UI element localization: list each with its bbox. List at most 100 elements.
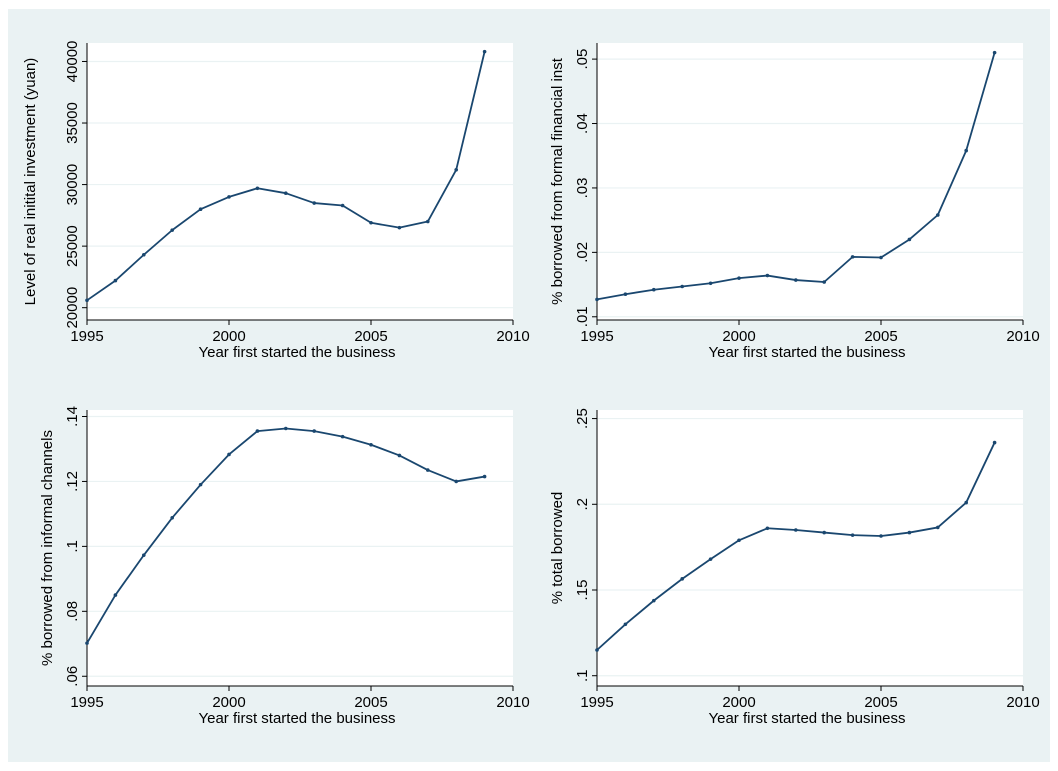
data-point [623, 292, 628, 297]
data-point [708, 281, 713, 286]
y-tick-label: .04 [574, 113, 591, 134]
data-point [652, 287, 656, 292]
data-point [369, 220, 373, 225]
data-point [936, 525, 940, 530]
x-tick-label: 1995 [70, 328, 103, 345]
y-tick-label: .25 [574, 408, 591, 429]
data-point [426, 468, 430, 472]
data-point [907, 530, 912, 535]
y-tick-label: .15 [574, 580, 591, 601]
data-point [454, 168, 459, 172]
data-point [170, 228, 174, 232]
data-point [85, 298, 89, 303]
y-tick-label: .03 [574, 178, 591, 199]
x-tick-label: 1995 [580, 694, 613, 711]
x-tick-label: 2010 [496, 694, 529, 711]
y-tick-label: .12 [64, 471, 81, 492]
data-point [737, 538, 741, 543]
data-point [312, 429, 317, 433]
data-point [936, 213, 940, 217]
data-point [397, 225, 402, 230]
data-point [595, 297, 599, 302]
plot-area [597, 410, 1023, 686]
data-point [284, 191, 288, 195]
x-tick-label: 2000 [722, 328, 755, 345]
x-axis-title: Year first started the business [198, 344, 395, 361]
chart-panel-3: 1995 2000 2005 2010 .06 .08 .1 .12 .14 Year first… [39, 406, 530, 727]
x-axis-title: Year first started the business [708, 710, 905, 727]
y-axis-title: % borrowed from formal financial inst [549, 57, 566, 305]
data-point [85, 641, 89, 645]
data-point [369, 442, 373, 447]
x-axis-title: Year first started the business [708, 344, 905, 361]
data-point [255, 186, 260, 191]
y-tick-label: 30000 [64, 164, 81, 206]
y-tick-label: .02 [574, 242, 591, 263]
y-tick-label: .01 [574, 306, 591, 327]
data-point [879, 534, 883, 538]
data-point [907, 237, 912, 242]
data-point [113, 593, 118, 597]
plot-area [597, 43, 1023, 320]
data-point [142, 252, 146, 257]
y-tick-label: .08 [64, 601, 81, 622]
data-point [964, 500, 968, 505]
data-point [992, 440, 997, 445]
y-axis-title: Level of real initital investment (yuan) [22, 58, 39, 306]
data-point [964, 148, 968, 153]
data-point [312, 201, 317, 205]
y-tick-label: 25000 [64, 225, 81, 267]
data-point [426, 219, 430, 224]
y-tick-label: 40000 [64, 41, 81, 83]
x-axis-title: Year first started the business [198, 710, 395, 727]
figure-background: 1995 2000 2005 2010 20000 25000 30000 35000 4000… [8, 9, 1050, 762]
data-point [992, 50, 997, 55]
x-tick-label: 2000 [722, 694, 755, 711]
data-point [680, 284, 684, 289]
data-point [737, 276, 741, 280]
x-tick-label: 2005 [354, 328, 387, 345]
x-tick-label: 1995 [70, 694, 103, 711]
data-point [822, 530, 826, 535]
data-point [113, 278, 118, 283]
y-tick-label: 35000 [64, 102, 81, 144]
data-point [340, 434, 345, 439]
y-tick-label: .1 [574, 669, 591, 682]
data-point [198, 482, 203, 487]
data-point [255, 429, 260, 433]
plot-area [87, 43, 513, 320]
y-axis-title: % total borrowed [549, 492, 566, 605]
y-tick-label: 20000 [64, 287, 81, 329]
data-point [879, 255, 883, 260]
data-point [708, 557, 713, 561]
x-tick-label: 2005 [864, 694, 897, 711]
x-tick-label: 2000 [212, 694, 245, 711]
data-point [652, 598, 656, 603]
data-point [454, 479, 459, 484]
data-point [170, 516, 174, 520]
y-axis-title: % borrowed from informal channels [39, 430, 56, 666]
x-tick-label: 2005 [864, 328, 897, 345]
data-point [397, 453, 402, 458]
data-point [623, 622, 628, 627]
data-point [765, 526, 770, 531]
data-point [794, 278, 798, 282]
x-tick-label: 2005 [354, 694, 387, 711]
y-tick-label: .1 [64, 540, 81, 553]
data-point [482, 474, 487, 479]
data-point [198, 207, 203, 211]
x-tick-label: 2010 [496, 328, 529, 345]
y-tick-label: .2 [574, 498, 591, 511]
y-tick-label: .05 [574, 49, 591, 70]
data-point [850, 255, 855, 259]
data-point [765, 273, 770, 278]
data-point [680, 577, 684, 581]
data-point [850, 533, 855, 537]
data-point [794, 528, 798, 532]
data-point [595, 648, 599, 652]
plot-area [87, 410, 513, 686]
chart-panel-1: 1995 2000 2005 2010 20000 25000 30000 35000 4000… [22, 41, 530, 361]
data-point [822, 280, 826, 284]
data-point [482, 49, 487, 54]
data-point [227, 452, 231, 457]
